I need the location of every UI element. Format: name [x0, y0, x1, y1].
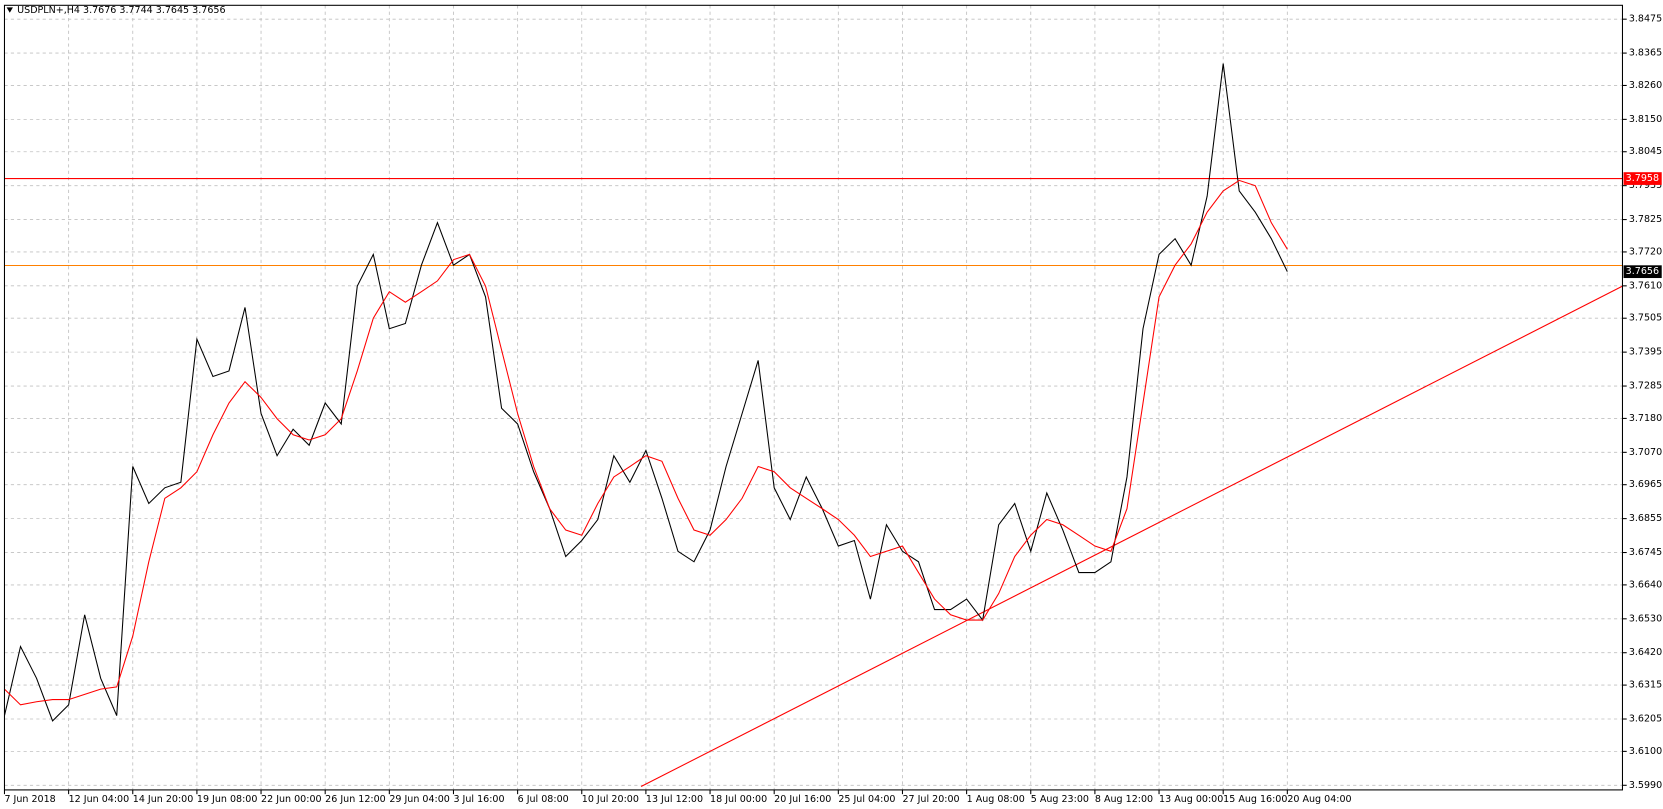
axes: 3.8475 3.8365 3.8260 3.8150 3.8045 3.7935 3.78…	[3, 14, 1662, 805]
price-line	[3, 63, 1288, 722]
y-tick-label: 3.6205	[1629, 714, 1662, 725]
y-tick-label: 3.7610	[1629, 280, 1662, 291]
y-tick-label: 3.8475	[1629, 14, 1662, 25]
price-label-box	[1623, 172, 1662, 185]
y-tick-label: 3.6855	[1629, 513, 1662, 524]
y-tick-label: 3.7285	[1629, 381, 1662, 392]
marks	[3, 63, 1623, 787]
y-tick-label: 3.5990	[1629, 780, 1662, 791]
x-tick-label: 3 Jul 16:00	[453, 794, 504, 805]
y-tick-label: 3.7395	[1629, 347, 1662, 358]
y-tick-label: 3.8150	[1629, 114, 1662, 125]
x-tick-label: 5 Aug 23:00	[1031, 794, 1089, 805]
y-tick-label: 3.8365	[1629, 48, 1662, 59]
y-tick-label: 3.6100	[1629, 746, 1662, 757]
x-tick-label: 26 Jun 12:00	[325, 794, 386, 805]
x-tick-label: 15 Aug 16:00	[1223, 794, 1287, 805]
x-tick-label: 25 Jul 04:00	[838, 794, 895, 805]
x-tick-label: 7 Jun 2018	[4, 794, 55, 805]
x-tick-label: 13 Jul 12:00	[646, 794, 703, 805]
y-tick-label: 3.6640	[1629, 579, 1662, 590]
y-tick-label: 3.6420	[1629, 647, 1662, 658]
x-tick-label: 20 Aug 04:00	[1287, 794, 1351, 805]
x-tick-label: 20 Jul 16:00	[774, 794, 831, 805]
price-label: 3.7958	[1626, 173, 1659, 184]
x-tick-label: 14 Jun 20:00	[133, 794, 194, 805]
y-tick-label: 3.7935	[1629, 180, 1662, 191]
y-tick-label: 3.7180	[1629, 413, 1662, 424]
y-tick-label: 3.6530	[1629, 613, 1662, 624]
current-price-box	[1623, 265, 1662, 279]
grid	[4, 5, 1623, 790]
chart-title: USDPLN+,H4 3.7676 3.7744 3.7645 3.7656	[17, 5, 225, 16]
x-tick-label: 13 Aug 00:00	[1159, 794, 1223, 805]
x-tick-label: 6 Jul 08:00	[518, 794, 569, 805]
y-tick-label: 3.7720	[1629, 246, 1662, 257]
trend-line	[640, 285, 1623, 787]
x-tick-label: 12 Jun 04:00	[69, 794, 130, 805]
x-tick-label: 10 Jul 20:00	[582, 794, 639, 805]
y-tick-label: 3.7825	[1629, 214, 1662, 225]
x-tick-label: 27 Jul 20:00	[902, 794, 959, 805]
y-tick-label: 3.8260	[1629, 80, 1662, 91]
x-tick-label: 8 Aug 12:00	[1095, 794, 1153, 805]
x-tick-label: 19 Jun 08:00	[197, 794, 258, 805]
x-tick-label: 1 Aug 08:00	[967, 794, 1025, 805]
y-tick-label: 3.8045	[1629, 146, 1662, 157]
y-tick-label: 3.7505	[1629, 313, 1662, 324]
y-tick-label: 3.7070	[1629, 447, 1662, 458]
y-tick-label: 3.6745	[1629, 547, 1662, 558]
moving-average-line	[4, 179, 1288, 706]
plot-frame	[3, 4, 1624, 791]
x-tick-label: 29 Jun 04:00	[389, 794, 450, 805]
y-tick-label: 3.6315	[1629, 680, 1662, 691]
y-tick-label: 3.6965	[1629, 479, 1662, 490]
current-price-label: 3.7656	[1626, 266, 1659, 277]
x-tick-label: 18 Jul 00:00	[710, 794, 767, 805]
x-tick-label: 22 Jun 00:00	[261, 794, 322, 805]
menu-arrow[interactable]	[6, 7, 13, 13]
